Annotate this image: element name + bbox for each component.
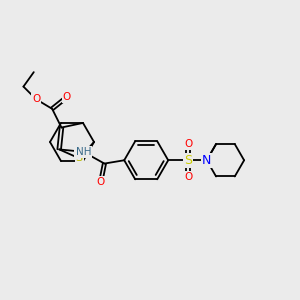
Text: O: O bbox=[184, 139, 192, 149]
Text: S: S bbox=[76, 153, 83, 163]
Text: O: O bbox=[184, 172, 192, 182]
Text: NH: NH bbox=[76, 147, 91, 157]
Text: N: N bbox=[202, 154, 211, 167]
Text: O: O bbox=[97, 177, 105, 187]
Text: O: O bbox=[63, 92, 71, 102]
Text: O: O bbox=[32, 94, 40, 104]
Text: S: S bbox=[184, 154, 192, 167]
